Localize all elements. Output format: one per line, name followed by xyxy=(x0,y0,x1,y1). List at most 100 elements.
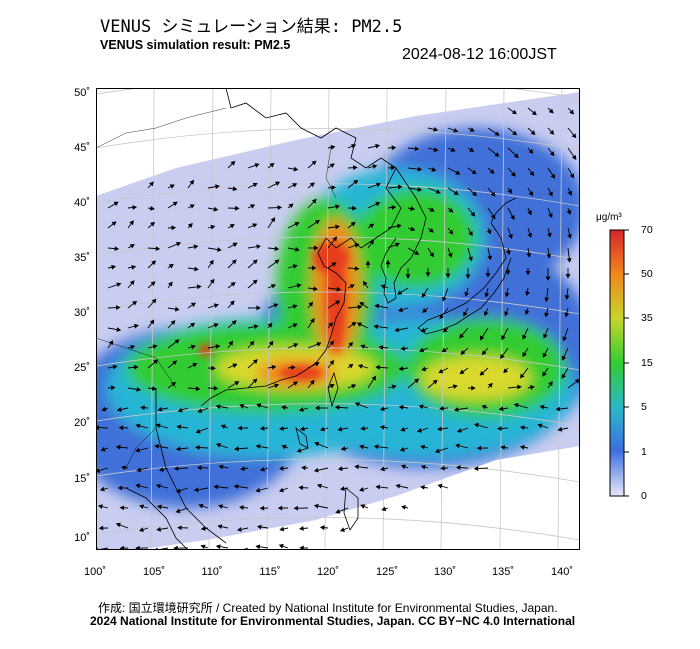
wind-arrow-head xyxy=(479,370,485,376)
wind-arrow-head xyxy=(569,109,575,115)
wind-arrow-head xyxy=(571,133,577,139)
wind-arrow-head xyxy=(542,352,548,358)
wind-arrow-head xyxy=(405,274,411,279)
wind-arrow-head xyxy=(129,220,134,226)
wind-arrow-head xyxy=(259,505,265,511)
wind-arrow-head xyxy=(279,426,284,431)
wind-arrow-head xyxy=(150,281,156,287)
wind-arrow-head xyxy=(481,350,487,356)
wind-arrow-head xyxy=(398,307,403,313)
colorbar-tick-label: 15 xyxy=(641,357,653,369)
wind-arrow-head xyxy=(234,446,239,452)
wind-arrow-head xyxy=(400,464,407,470)
wind-arrow-head xyxy=(174,339,180,344)
wind-arrow-head xyxy=(513,402,519,408)
wind-arrow-head xyxy=(421,366,427,372)
wind-arrow-head xyxy=(298,407,304,412)
wind-arrow-head xyxy=(391,384,397,390)
wind-arrow-head xyxy=(116,327,122,332)
wind-arrow-head xyxy=(316,342,322,347)
wind-arrow-head xyxy=(375,484,381,490)
wind-arrow-head xyxy=(256,524,262,530)
wind-arrow-head xyxy=(379,425,385,430)
wind-arrow-head xyxy=(356,322,362,327)
wind-arrow-head xyxy=(155,483,161,489)
wind-arrow-head xyxy=(253,324,259,330)
wind-arrow-head xyxy=(362,280,368,286)
wind-arrow-head xyxy=(335,509,341,514)
wind-arrow-head xyxy=(359,487,365,492)
wind-arrow-head xyxy=(189,179,195,185)
lat-label: 25˚ xyxy=(74,362,90,374)
wind-arrow-head xyxy=(98,525,104,531)
wind-arrow-head xyxy=(391,145,397,151)
wind-arrow-head xyxy=(332,236,338,242)
wind-arrow-head xyxy=(397,184,403,190)
wind-arrow-head xyxy=(296,448,302,453)
wind-arrow-head xyxy=(319,426,326,432)
wind-arrow-head xyxy=(331,185,336,191)
wind-arrow-head xyxy=(490,214,496,220)
wind-arrow-head xyxy=(529,171,535,177)
lon-label: 115˚ xyxy=(259,566,281,578)
wind-arrow-head xyxy=(510,214,515,221)
page-subtitle: VENUS simulation result: PM2.5 xyxy=(100,38,291,52)
wind-arrow-head xyxy=(215,344,221,349)
wind-arrow-head xyxy=(396,223,402,229)
wind-arrow-head xyxy=(156,504,162,510)
wind-arrow-head xyxy=(469,127,475,132)
wind-arrow-head xyxy=(159,467,164,472)
wind-arrow-head xyxy=(220,424,226,429)
wind-arrow-head xyxy=(500,445,506,450)
wind-arrow-head xyxy=(494,152,500,157)
wind-arrow-head xyxy=(565,274,571,279)
colorbar xyxy=(609,229,629,497)
lon-label: 100˚ xyxy=(83,566,107,578)
wind-arrow-head xyxy=(270,217,276,223)
lat-label: 50˚ xyxy=(74,87,90,99)
wind-arrow-head xyxy=(421,292,427,298)
wind-arrow-head xyxy=(335,204,341,210)
wind-arrow-head xyxy=(215,184,220,190)
wind-arrow-head xyxy=(566,258,572,263)
wind-arrow-head xyxy=(414,378,420,384)
wind-arrow-head xyxy=(544,312,550,318)
wind-arrow-head xyxy=(275,181,281,186)
wind-arrow-head xyxy=(189,204,195,209)
wind-arrow-head xyxy=(200,526,206,531)
wind-arrow-head xyxy=(293,343,299,348)
wind-arrow-head xyxy=(277,205,283,210)
wind-arrow-head xyxy=(351,321,357,327)
wind-arrow-head xyxy=(232,186,238,192)
wind-arrow-head xyxy=(213,303,219,309)
wind-arrow-head xyxy=(268,340,274,346)
wind-arrow-head xyxy=(150,205,155,211)
wind-arrow-head xyxy=(97,504,103,509)
wind-arrow-head xyxy=(371,375,376,381)
wind-arrow-head xyxy=(359,444,365,450)
wind-arrow-head xyxy=(231,259,237,265)
wind-arrow-head xyxy=(292,264,298,269)
wind-arrow-head xyxy=(215,404,221,410)
wind-arrow-head xyxy=(566,209,572,215)
wind-arrow-head xyxy=(391,205,397,210)
wind-arrow-head xyxy=(414,146,420,152)
wind-arrow-head xyxy=(437,483,443,489)
graticule xyxy=(96,88,580,550)
wind-arrow-head xyxy=(557,426,563,432)
wind-arrow-head xyxy=(209,278,215,284)
wind-arrow-head xyxy=(375,201,381,207)
wind-arrow-head xyxy=(317,483,322,489)
wind-arrow-head xyxy=(545,276,551,281)
wind-arrow-head xyxy=(420,327,426,332)
wind-arrow-head xyxy=(501,335,506,341)
wind-arrow-head xyxy=(308,301,314,307)
lat-label: 10˚ xyxy=(74,532,90,544)
wind-arrow-head xyxy=(279,487,284,493)
wind-arrow-head xyxy=(229,300,235,306)
wind-arrow-head xyxy=(252,359,258,364)
wind-arrow-head xyxy=(469,147,475,152)
wind-arrow-head xyxy=(574,379,580,384)
wind-arrow-head xyxy=(256,244,262,250)
wind-arrow-head xyxy=(410,206,416,211)
